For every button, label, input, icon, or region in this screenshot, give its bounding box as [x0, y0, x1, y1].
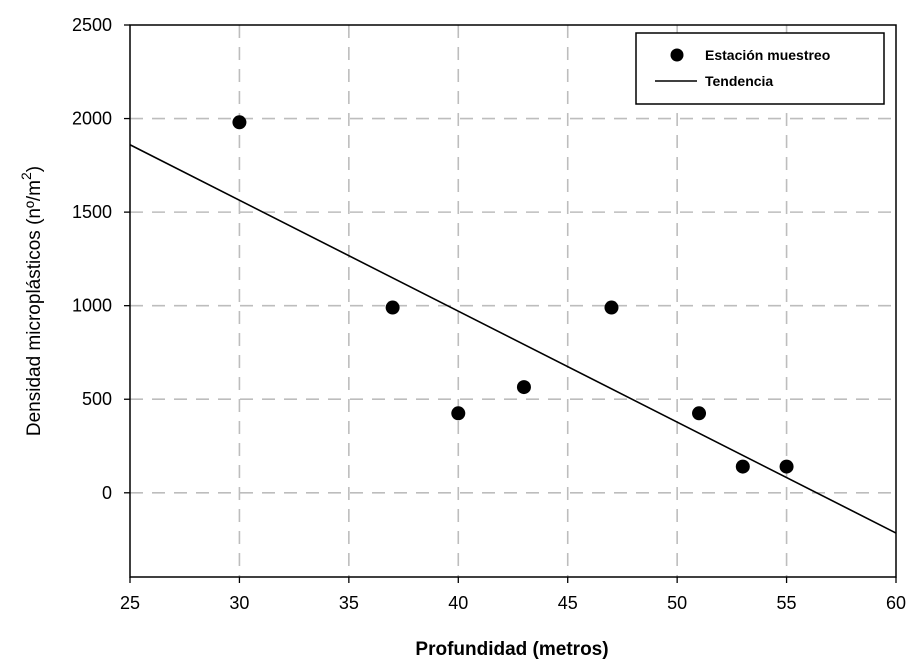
y-axis-title-main: Densidad microplásticos (nº/m: [24, 180, 45, 436]
data-point: [779, 459, 794, 474]
plot-area-frame: [129, 24, 897, 578]
x-tick-label: 40: [448, 593, 468, 613]
x-tick-label: 50: [667, 593, 687, 613]
legend-marker-estacion: [670, 48, 684, 62]
y-tick-label: 500: [82, 389, 112, 409]
data-points: [232, 115, 794, 474]
x-tick-label: 45: [558, 593, 578, 613]
x-tick-label: 35: [339, 593, 359, 613]
y-tick-label: 0: [102, 483, 112, 503]
data-point: [604, 300, 619, 315]
x-tick-label: 25: [120, 593, 140, 613]
x-tick-label: 55: [777, 593, 797, 613]
x-tick-label: 30: [229, 593, 249, 613]
data-point: [692, 406, 707, 421]
legend-label-tendencia: Tendencia: [705, 73, 773, 89]
x-tick-label: 60: [886, 593, 906, 613]
y-tick-label: 2000: [72, 109, 112, 129]
y-axis-title-superscript: 2: [18, 172, 34, 180]
data-point: [516, 380, 531, 395]
data-point: [232, 115, 247, 130]
grid: [130, 25, 896, 577]
axis-ticks: [124, 24, 897, 583]
data-point: [385, 300, 400, 315]
x-axis-title: Profundidad (metros): [415, 639, 608, 660]
legend-label-estacion: Estación muestreo: [705, 47, 830, 63]
y-tick-label: 1000: [72, 296, 112, 316]
legend-box: [635, 32, 885, 105]
trend-line: [129, 144, 897, 534]
trend-layer: [129, 144, 897, 534]
y-tick-label: 1500: [72, 202, 112, 222]
y-axis-title: Densidad microplásticos (nº/m2): [18, 166, 45, 436]
data-point: [735, 459, 750, 474]
data-point: [451, 406, 466, 421]
x-tick-labels: 25 30 35 40 45 50 55 60: [120, 593, 906, 613]
y-axis-title-close: ): [24, 166, 45, 172]
y-tick-label: 2500: [72, 15, 112, 35]
y-tick-labels: 0 500 1000 1500 2000 2500: [72, 15, 112, 503]
legend: Estación muestreo Tendencia: [635, 32, 885, 105]
